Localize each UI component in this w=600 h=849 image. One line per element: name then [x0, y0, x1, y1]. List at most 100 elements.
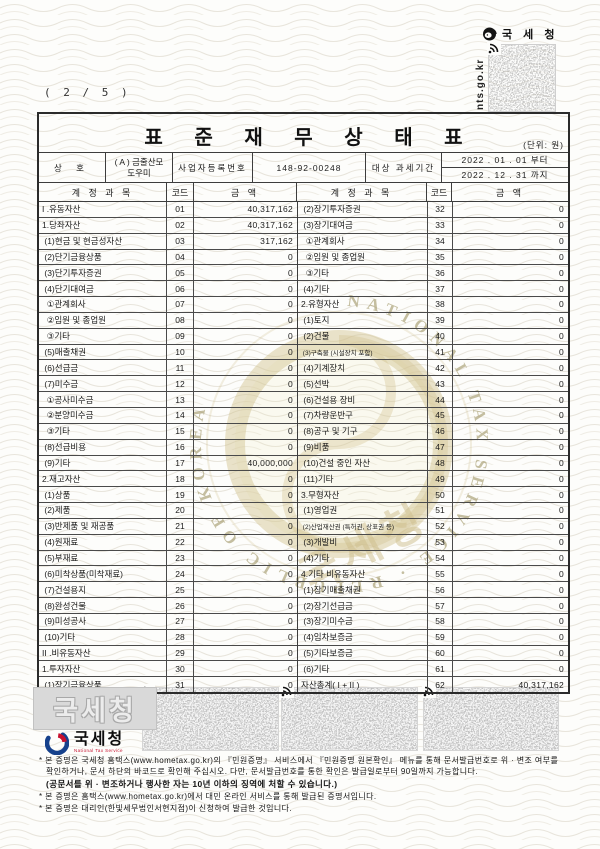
table-row: (10)기타 28 0: [39, 629, 297, 646]
account-name: 1.당좌자산: [39, 217, 167, 233]
table-row: (5)기타보증금 60 0: [298, 645, 568, 662]
account-amount: 0: [558, 251, 564, 262]
rfid-wave-icon: [487, 41, 501, 55]
account-name: (8)완성건물: [39, 598, 167, 613]
account-amount: 0: [287, 267, 293, 278]
account-code: 41: [428, 344, 453, 360]
table-row: (3)장기대여금 33 0: [298, 217, 568, 234]
account-amount: 0: [558, 632, 564, 643]
table-row: (5)선박 43 0: [298, 376, 568, 393]
account-code: 13: [167, 392, 194, 407]
account-name: ③기타: [39, 423, 167, 439]
account-amount: 0: [287, 378, 293, 389]
account-code: 46: [428, 423, 453, 439]
account-code: 59: [428, 629, 453, 645]
table-row: (2)장기투자증권 32 0: [298, 202, 568, 218]
table-row: (3)반제품 및 재공품 21 0: [39, 518, 297, 535]
account-name: (10)기타: [39, 629, 167, 645]
account-amount: 0: [287, 473, 293, 484]
footer-note-issued-online: * 본 증명은 홈택스(www.hometax.go.kr)에서 대민 온라인 …: [39, 792, 377, 802]
account-name: (1)상품: [39, 487, 167, 503]
account-amount: 0: [558, 267, 564, 278]
account-name: ②분양미수금: [39, 407, 167, 423]
account-code: 14: [167, 407, 194, 423]
table-right-half: (2)장기투자증권 32 0 (3)장기대여금 33 0 ①관계회사 34 0 ②임원 및 …: [298, 202, 568, 693]
table-row: (7)미수금 12 0: [39, 376, 297, 393]
account-code: 42: [428, 360, 453, 376]
account-name: (1)영업권: [298, 503, 428, 518]
verification-barcode-1: [141, 684, 279, 751]
account-amount: 0: [558, 236, 564, 247]
account-code: 35: [428, 249, 453, 265]
table-row: (5)부재료 23 0: [39, 550, 297, 567]
account-amount: 0: [558, 616, 564, 627]
account-code: 37: [428, 281, 453, 297]
account-amount: 0: [287, 410, 293, 421]
tax-period-from: 2022 . 01 . 01 부터: [461, 155, 549, 165]
account-amount: 0: [558, 204, 564, 215]
tax-period-value: 2022 . 01 . 01 부터 2022 . 12 . 31 까지: [442, 153, 568, 182]
table-row: 자산총계( I + II ) 62 40,317,162: [298, 677, 568, 693]
account-amount: 317,162: [260, 236, 293, 247]
table-row: (4)기타 37 0: [298, 281, 568, 298]
table-row: (7)건설용지 25 0: [39, 582, 297, 599]
table-row: ②분양미수금 14 0: [39, 407, 297, 424]
account-amount: 40,000,000: [247, 457, 293, 468]
account-name: (4)기계장치: [298, 360, 428, 376]
account-code: 08: [167, 312, 194, 328]
company-name-label: 상 호: [39, 153, 106, 182]
account-name: (4)기타: [298, 281, 428, 297]
table-row: (4)단기대여금 06 0: [39, 281, 297, 298]
account-code: 45: [428, 407, 453, 423]
table-row: ①관계회사 34 0: [298, 233, 568, 250]
table-row: 2.재고자산 18 0: [39, 471, 297, 488]
account-code: 22: [167, 534, 194, 550]
account-amount: 0: [558, 378, 564, 389]
account-code: 16: [167, 439, 194, 455]
table-row: ③기타 09 0: [39, 328, 297, 345]
tax-period-to: 2022 . 12 . 31 까지: [442, 167, 568, 182]
account-code: 21: [167, 518, 194, 534]
verification-barcode-3: [422, 684, 559, 751]
account-name: (6)건설용 장비: [298, 392, 428, 407]
account-name: (4)기타: [298, 550, 428, 566]
nts-agency-label: 국 세 청: [502, 29, 559, 41]
column-header-account: 계 정 과 목: [39, 183, 167, 201]
account-name: (5)매출채권: [39, 344, 167, 360]
account-code: 56: [428, 582, 453, 598]
account-amount: 0: [287, 315, 293, 326]
account-amount: 0: [558, 299, 564, 310]
account-code: 12: [167, 376, 194, 392]
account-code: 15: [167, 423, 194, 439]
column-header-row: 계 정 과 목 코드 금 액 계 정 과 목 코드 금 액: [39, 183, 568, 202]
table-row: (9)비품 47 0: [298, 439, 568, 456]
account-amount: 0: [287, 362, 293, 373]
table-row: (6)선급금 11 0: [39, 360, 297, 377]
account-name: (4)단기대여금: [39, 281, 167, 297]
business-number-label: 사업자등록번호: [173, 153, 253, 182]
table-row: (4)원재료 22 0: [39, 534, 297, 551]
account-amount: 0: [558, 220, 564, 231]
footer-note-issued-by-agent: * 본 증명은 대리인(한빛세무법인서현지점)이 신청하여 발급한 것입니다.: [39, 803, 293, 813]
account-name: 4.기타 비유동자산: [298, 566, 428, 582]
account-name: (2)단기금융상품: [39, 249, 167, 265]
account-amount: 0: [287, 600, 293, 611]
account-name: (11)기타: [298, 471, 428, 487]
account-amount: 0: [558, 457, 564, 468]
table-body: I .유동자산 01 40,317,162 1.당좌자산 02 40,317,162 (1…: [39, 202, 568, 693]
tax-period-label: 대상 과세기간: [366, 153, 442, 182]
account-code: 58: [428, 613, 453, 629]
nts-mascot-icon: [483, 27, 497, 41]
table-row: 2.유형자산 38 0: [298, 297, 568, 313]
table-row: (1)장기금융상품 31 0: [39, 677, 297, 693]
table-row: (1)상품 19 0: [39, 487, 297, 504]
account-name: ①공사미수금: [39, 392, 167, 407]
account-code: 51: [428, 503, 453, 518]
account-amount: 0: [558, 347, 564, 358]
account-name: (8)공구 및 기구: [298, 423, 428, 439]
account-name: 자산총계( I + II ): [298, 677, 428, 693]
nts-url-text: nts.go.kr: [475, 58, 486, 110]
table-row: (9)기타 17 40,000,000: [39, 455, 297, 472]
unit-label: (단위: 원): [523, 140, 564, 150]
account-code: 52: [428, 518, 453, 534]
